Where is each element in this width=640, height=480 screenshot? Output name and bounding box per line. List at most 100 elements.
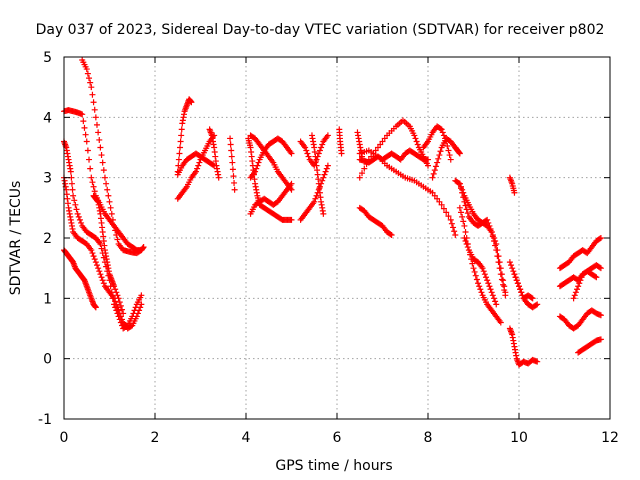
x-tick-label: 2: [151, 430, 160, 446]
data-point: [81, 124, 88, 131]
data-point: [137, 304, 144, 311]
data-point: [114, 292, 121, 299]
data-point: [304, 150, 311, 157]
data-point: [91, 256, 98, 263]
data-point: [534, 358, 541, 365]
data-point: [437, 148, 444, 155]
series-arc-34: [511, 271, 536, 302]
data-point: [231, 186, 238, 193]
data-point: [97, 271, 104, 278]
data-point: [456, 204, 463, 211]
data-point: [574, 286, 581, 293]
data-point: [430, 170, 437, 177]
data-point: [455, 179, 462, 186]
data-point: [461, 222, 468, 229]
data-point: [112, 298, 119, 305]
data-point: [128, 323, 135, 330]
data-point: [112, 286, 119, 293]
data-point: [436, 152, 443, 159]
data-point: [437, 125, 444, 132]
data-point: [435, 155, 442, 162]
data-point: [101, 174, 108, 181]
data-point: [108, 210, 115, 217]
data-point: [177, 144, 184, 151]
data-point: [447, 156, 454, 163]
data-point: [95, 265, 102, 272]
data-point: [70, 192, 77, 199]
data-point: [88, 247, 95, 254]
data-point: [438, 201, 445, 208]
data-point: [381, 135, 388, 142]
data-point: [490, 295, 497, 302]
data-point: [450, 224, 457, 231]
data-point: [305, 153, 312, 160]
data-point: [597, 265, 604, 272]
data-point: [494, 253, 501, 260]
data-point: [313, 192, 320, 199]
data-point: [496, 265, 503, 272]
data-point: [464, 244, 471, 251]
x-tick-label: 4: [242, 430, 251, 446]
data-point: [175, 156, 182, 163]
data-point: [462, 238, 469, 245]
data-point: [440, 132, 447, 139]
data-point: [479, 265, 486, 272]
data-point: [138, 301, 145, 308]
data-point: [483, 274, 490, 281]
data-point: [492, 242, 499, 249]
data-point: [67, 168, 74, 175]
series-arc-11: [227, 135, 238, 193]
data-point: [518, 289, 525, 296]
data-point: [445, 147, 452, 154]
series-arc-08: [174, 96, 195, 175]
data-point: [109, 216, 116, 223]
data-point: [140, 244, 147, 251]
data-point: [429, 174, 436, 181]
data-point: [100, 280, 107, 287]
chart-title: Day 037 of 2023, Sidereal Day-to-day VTE…: [36, 22, 605, 38]
data-point: [316, 147, 323, 154]
data-point: [288, 150, 295, 157]
data-point: [412, 135, 419, 142]
data-point: [493, 247, 500, 254]
data-point: [476, 283, 483, 290]
data-point: [478, 289, 485, 296]
data-point: [429, 189, 436, 196]
data-point: [227, 135, 234, 142]
data-point: [457, 209, 464, 216]
data-point: [489, 292, 496, 299]
data-point: [431, 167, 438, 174]
data-point: [319, 141, 326, 148]
series-arc-16: [297, 162, 331, 223]
data-point: [473, 276, 480, 283]
data-point: [69, 186, 76, 193]
y-tick-label: 3: [43, 171, 52, 187]
data-point: [486, 283, 493, 290]
data-point: [324, 132, 331, 139]
data-point: [86, 75, 93, 82]
y-tick-label: 4: [43, 110, 52, 126]
data-point: [517, 286, 524, 293]
data-point: [71, 197, 78, 204]
data-point: [509, 265, 516, 272]
data-point: [117, 313, 124, 320]
data-point: [577, 277, 584, 284]
data-point: [534, 301, 541, 308]
data-point: [459, 189, 466, 196]
data-point: [592, 273, 599, 280]
data-point: [501, 287, 508, 294]
data-point: [188, 99, 195, 106]
data-point: [136, 307, 143, 314]
data-point: [461, 235, 468, 241]
data-point: [359, 170, 366, 177]
data-point: [83, 66, 90, 73]
data-point: [533, 302, 540, 309]
data-point: [321, 171, 328, 178]
data-point: [363, 161, 370, 168]
data-point: [432, 163, 439, 170]
data-point: [411, 132, 418, 139]
data-point: [195, 162, 202, 169]
data-point: [487, 225, 494, 232]
data-point: [194, 165, 201, 172]
